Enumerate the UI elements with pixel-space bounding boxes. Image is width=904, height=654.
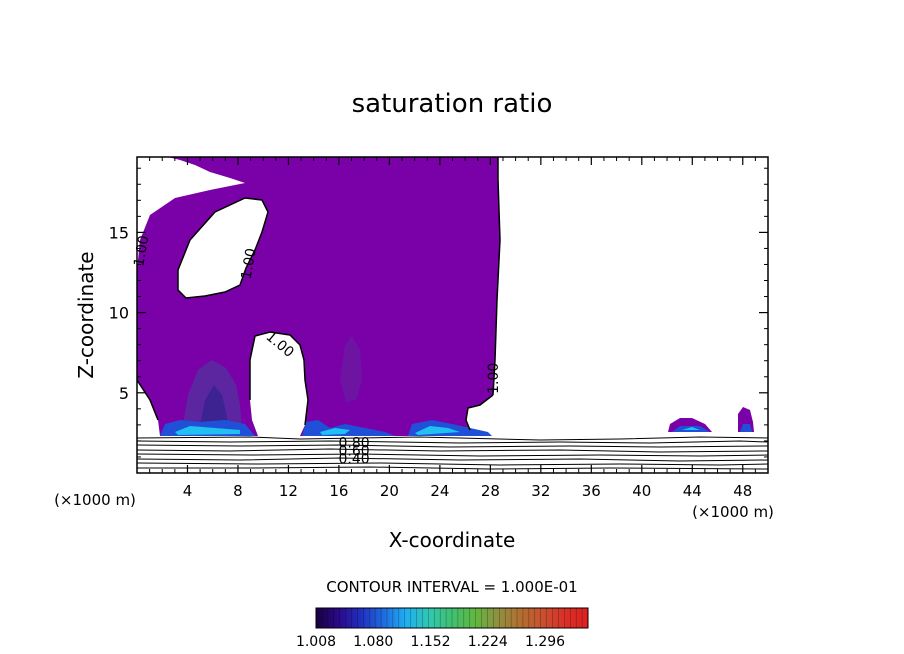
colorbar-tick-label: 1.224 — [468, 634, 508, 650]
colorbar-stripes — [315, 608, 583, 628]
contour-label: 0.40 — [338, 451, 369, 467]
y-axis-unit: (×1000 m) — [54, 491, 136, 509]
x-tick-label: 24 — [430, 482, 449, 500]
x-tick-label: 20 — [380, 482, 399, 500]
x-axis-label: X-coordinate — [389, 528, 516, 552]
x-tick-label: 36 — [582, 482, 601, 500]
contour-label: 0.80 — [338, 435, 369, 451]
y-axis: 5 10 15 — [109, 167, 768, 458]
lower-contour-lines — [137, 436, 768, 470]
x-tick-label: 12 — [279, 482, 298, 500]
band-left-hi — [175, 426, 240, 435]
band-mid-hi — [320, 428, 350, 435]
plume-mid — [340, 336, 362, 402]
colorbar-frame — [315, 607, 589, 629]
y-axis-label: Z-coordinate — [74, 251, 98, 378]
x-axis-unit: (×1000 m) — [692, 503, 774, 521]
colorbar-ticks: 1.008 1.080 1.152 1.224 1.296 — [296, 634, 565, 650]
x-tick-label: 16 — [329, 482, 348, 500]
y-tick-label: 10 — [109, 304, 129, 323]
x-tick-label: 48 — [733, 482, 752, 500]
plot-area — [137, 157, 768, 470]
y-tick-label: 15 — [109, 223, 129, 242]
cell-2-band — [740, 424, 752, 432]
x-axis: 4 8 12 16 20 24 28 32 36 40 44 48 — [149, 157, 756, 500]
y-tick-label: 5 — [119, 384, 129, 403]
contour-label: 0.60 — [338, 443, 369, 459]
colorbar-tick-label: 1.008 — [296, 634, 336, 650]
x-tick-label: 8 — [233, 482, 243, 500]
x-tick-label: 28 — [481, 482, 500, 500]
region-upper-left — [137, 157, 500, 436]
colorbar-tick-label: 1.152 — [410, 634, 450, 650]
x-tick-label: 44 — [683, 482, 702, 500]
contour-interval: CONTOUR INTERVAL = 1.000E-01 — [326, 578, 577, 596]
plume-core — [200, 385, 228, 425]
colorbar-tick-label: 1.080 — [353, 634, 393, 650]
colorbar-tick-label: 1.296 — [525, 634, 565, 650]
contour-label: 1.00 — [239, 247, 260, 280]
contour-1.00-outline — [137, 157, 501, 431]
x-tick-label: 32 — [531, 482, 550, 500]
band-right-hi — [415, 426, 460, 435]
cell-1-hi — [682, 427, 700, 430]
colorbar-fill — [316, 608, 588, 628]
x-tick-label: 40 — [632, 482, 651, 500]
x-tick-label: 4 — [183, 482, 193, 500]
contour-label: 1.00 — [486, 363, 502, 394]
colorbar: 1.008 1.080 1.152 1.224 1.296 — [296, 607, 589, 650]
chart-title: saturation ratio — [352, 89, 553, 119]
